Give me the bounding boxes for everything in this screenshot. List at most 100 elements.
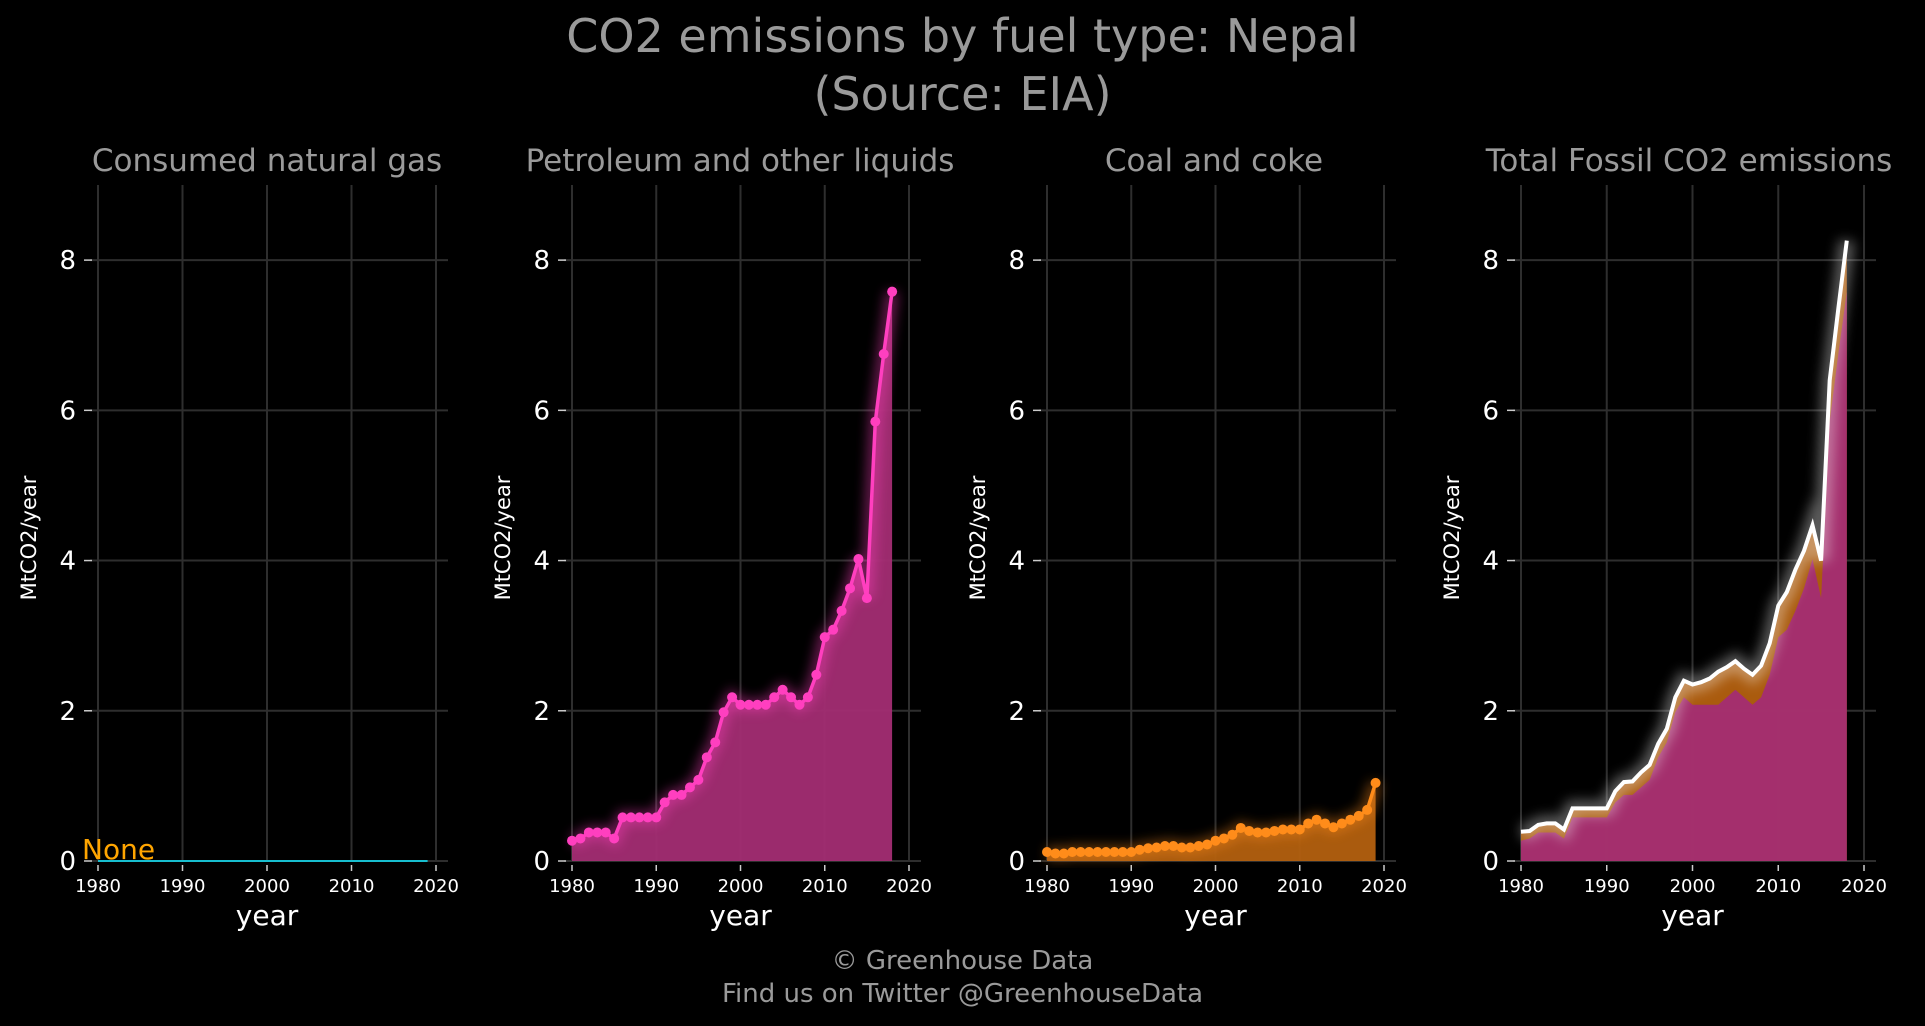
x-tick-label: 1990 xyxy=(1584,876,1630,897)
data-point xyxy=(861,593,872,604)
data-point xyxy=(651,812,662,823)
data-point xyxy=(1084,846,1095,857)
y-tick-label: 2 xyxy=(59,697,76,727)
x-tick-label: 1990 xyxy=(633,876,679,897)
y-tick-label: 8 xyxy=(533,246,550,276)
data-point xyxy=(693,774,704,785)
y-tick-label: 0 xyxy=(1008,847,1025,877)
data-point xyxy=(718,707,729,718)
x-tick-label: 1980 xyxy=(75,876,121,897)
data-point xyxy=(1176,842,1187,853)
y-tick-label: 0 xyxy=(1482,847,1499,877)
data-point xyxy=(1353,810,1364,821)
data-point xyxy=(1269,825,1280,836)
data-point xyxy=(1320,818,1331,829)
data-point xyxy=(1067,846,1078,857)
data-point xyxy=(760,699,771,710)
data-point xyxy=(887,286,898,297)
data-point xyxy=(1328,822,1339,833)
data-point xyxy=(1210,835,1221,846)
panel-3: Coal and coke 0 2 4 6 8 1980 1990 2000 2010 2020 ye… xyxy=(966,143,1407,932)
y-tick-label: 6 xyxy=(533,396,550,426)
y-axis-label: MtCO2/year xyxy=(491,475,515,600)
data-point xyxy=(1117,846,1128,857)
data-point xyxy=(1109,846,1120,857)
data-point xyxy=(600,827,611,838)
data-point xyxy=(1244,825,1255,836)
data-point xyxy=(1277,824,1288,835)
x-axis-label: year xyxy=(709,899,772,932)
data-point xyxy=(1202,839,1213,850)
data-point xyxy=(1185,842,1196,853)
series-area xyxy=(572,291,893,861)
x-tick-label: 2000 xyxy=(244,876,290,897)
x-tick-label: 2010 xyxy=(1277,876,1323,897)
x-tick-label: 2000 xyxy=(1193,876,1239,897)
x-axis-label: year xyxy=(1184,899,1247,932)
data-point xyxy=(1042,846,1052,857)
x-axis-label: year xyxy=(236,899,299,932)
data-point xyxy=(583,827,594,838)
footer-copyright: © Greenhouse Data xyxy=(831,946,1094,976)
panel-title: Consumed natural gas xyxy=(92,143,442,179)
data-point xyxy=(710,737,721,748)
data-point xyxy=(617,812,628,823)
data-point xyxy=(1058,848,1069,859)
footer-twitter: Find us on Twitter @GreenhouseData xyxy=(721,979,1204,1009)
y-tick-label: 4 xyxy=(1482,547,1499,577)
data-point xyxy=(642,812,653,823)
data-point xyxy=(1303,818,1314,829)
x-tick-label: 1980 xyxy=(1024,876,1070,897)
data-point xyxy=(1126,846,1137,857)
data-point xyxy=(735,699,746,710)
data-point xyxy=(676,789,687,800)
x-tick-label: 2010 xyxy=(329,876,375,897)
data-point xyxy=(1092,846,1103,857)
data-point xyxy=(1100,846,1111,857)
data-point xyxy=(727,692,738,703)
data-point xyxy=(668,789,679,800)
data-point xyxy=(1159,840,1170,851)
series-line xyxy=(1520,240,1849,834)
data-point xyxy=(592,827,603,838)
data-point xyxy=(819,632,830,643)
y-tick-label: 2 xyxy=(1482,697,1499,727)
y-tick-label: 8 xyxy=(59,246,76,276)
data-point xyxy=(870,416,881,427)
none-annotation: None xyxy=(82,833,155,866)
x-tick-label: 2000 xyxy=(1670,876,1716,897)
y-tick-label: 4 xyxy=(533,547,550,577)
data-point xyxy=(802,692,813,703)
y-tick-label: 6 xyxy=(59,396,76,426)
x-tick-label: 2020 xyxy=(413,876,459,897)
data-point xyxy=(743,699,754,710)
data-point xyxy=(786,692,797,703)
y-tick-label: 8 xyxy=(1008,246,1025,276)
data-point xyxy=(1168,840,1179,851)
x-axis-label: year xyxy=(1661,899,1724,932)
series-area xyxy=(1047,782,1376,861)
data-point xyxy=(1345,814,1356,825)
panel-2: Petroleum and other liquids 0 2 4 6 8 1980 1990… xyxy=(491,143,954,932)
panel-4: Total Fossil CO2 emissions 0 2 4 6 8 1980 1990 2… xyxy=(1440,143,1892,932)
data-point xyxy=(769,692,780,703)
panel-title: Total Fossil CO2 emissions xyxy=(1485,143,1893,179)
data-point xyxy=(836,605,847,616)
data-point xyxy=(1362,804,1373,815)
data-point xyxy=(1235,822,1246,833)
data-point xyxy=(625,812,636,823)
panel-title: Coal and coke xyxy=(1105,143,1323,179)
data-point xyxy=(1075,846,1086,857)
data-point xyxy=(701,752,712,763)
data-point xyxy=(1311,814,1322,825)
y-tick-label: 6 xyxy=(1008,396,1025,426)
data-point xyxy=(794,699,805,710)
data-point xyxy=(878,349,889,359)
petroleum-band-area xyxy=(1521,291,1847,861)
data-point xyxy=(1143,843,1154,854)
data-point xyxy=(828,624,839,635)
panel-1: Consumed natural gas 0 2 4 6 8 1980 1990 2000 201… xyxy=(17,143,459,932)
data-point xyxy=(1252,827,1263,838)
x-tick-label: 1990 xyxy=(1108,876,1154,897)
data-point xyxy=(1134,844,1145,855)
